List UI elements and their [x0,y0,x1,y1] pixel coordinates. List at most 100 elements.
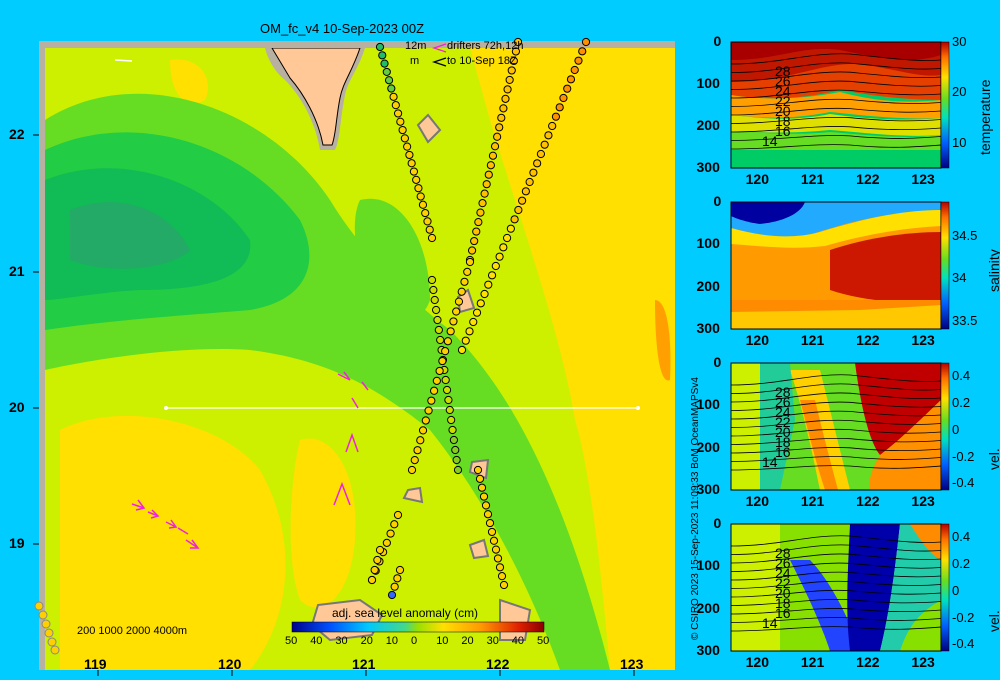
contour-line [731,447,941,454]
contour-line [731,89,941,99]
panel-y-tick: 100 [696,235,720,252]
drifter-tracks [367,37,591,600]
drifter-position [413,446,422,455]
drifter-position [400,134,409,143]
contour-line [731,135,941,141]
drifter-position [510,215,519,224]
drifter-position [424,406,433,415]
legend-line2-right: to 10-Sep 18Z [447,55,517,67]
contour-line [731,62,941,73]
temperature-contours [731,53,941,150]
panel-x-tick: 120 [745,654,769,670]
contour-line [731,535,941,547]
drifter-position [452,307,461,316]
contour-line [731,589,941,598]
temperature-colorbar [940,41,950,169]
contour-line [731,80,941,90]
drifter-position [382,67,391,77]
drifter-position [488,151,498,160]
drifter-position [460,277,469,286]
drifter-position [479,492,489,501]
colorbar-tick: 10 [952,134,967,150]
contour-line [731,392,941,403]
drifter-position [472,308,482,317]
colorbar-tick: 0.2 [952,556,971,572]
contour-line [731,465,941,471]
drifter-position [507,66,516,75]
drifter-position [529,168,538,177]
contour-line [731,571,941,581]
map-x-tick: 122 [486,656,510,672]
drifter-position [472,227,481,236]
legend-line1-right: drifters 72h,12h [447,40,524,52]
drifter-position [503,85,512,94]
drifter-position [387,84,396,93]
panel-x-tick: 121 [800,332,825,348]
drifter-position [433,315,442,325]
drifter-position [513,37,523,47]
drifter-position [444,395,453,405]
drifter-position [427,275,437,285]
panel-y-tick: 0 [713,33,722,49]
drifter-arrows [131,371,369,549]
drifter-position [453,465,463,475]
panel-x-tick: 121 [800,654,825,670]
drifter-position [521,187,530,196]
map-x-tick: 123 [620,656,644,672]
sla-colorbar-tick: 0 [411,635,418,647]
drifter-position [447,415,456,425]
drifter-position [474,217,483,227]
drifter-position [483,510,493,519]
drifter-position [469,317,478,327]
contour-line [731,126,941,133]
panel-x-tick: 122 [856,654,880,670]
drifter-position [491,545,501,554]
panel-y-tick: 0 [713,354,722,370]
drifter-position [375,42,385,52]
panel-x-tick: 122 [856,332,880,348]
drifter-position [457,287,466,296]
contour-line [731,437,941,445]
drifter-position [367,575,377,585]
drifter-position [409,167,419,176]
drifter-position [484,170,493,179]
contour-label: 24 [775,404,791,420]
map-y-tick: 21 [9,263,25,279]
drifter-position [481,501,491,510]
sla-colorbar-tick: 20 [461,635,474,647]
drifter-position [396,117,405,126]
salinity-colorbar [940,201,950,330]
colorbar-tick: -0.4 [952,475,975,491]
colorbar-tick: 0 [952,421,960,437]
contour-label: 26 [775,73,791,89]
drifter-position [499,104,508,113]
contour-line [731,116,941,124]
drifter-position [425,225,434,234]
drifter-position [445,405,454,415]
contour-label: 20 [775,424,791,440]
drifter-position [412,175,421,184]
drifter-position [449,435,458,445]
drifter-position [581,37,591,47]
drifter-position [477,483,487,492]
drifter-position [451,445,460,455]
panel-y-tick: 300 [696,320,720,336]
sla-colorbar-tick: 30 [486,635,499,647]
drifter-position [493,132,502,141]
panel-x-tick: 120 [745,171,769,187]
contour-label: 26 [775,555,791,571]
contour-label: 18 [775,595,791,611]
vel-E-contours [731,535,941,632]
drifter-position [478,199,487,208]
drifter-position [495,252,504,261]
drifter-position [395,565,405,575]
drifter-position [443,337,453,346]
drifter-position [391,101,400,110]
drifter-position [407,159,416,168]
sla-colorbar-tick: 10 [436,635,449,647]
contour-label: 16 [775,444,791,460]
drifter-position [465,257,475,267]
contour-line [731,626,941,632]
panel-y-tick: 300 [696,642,720,658]
drifter-position [393,510,403,520]
